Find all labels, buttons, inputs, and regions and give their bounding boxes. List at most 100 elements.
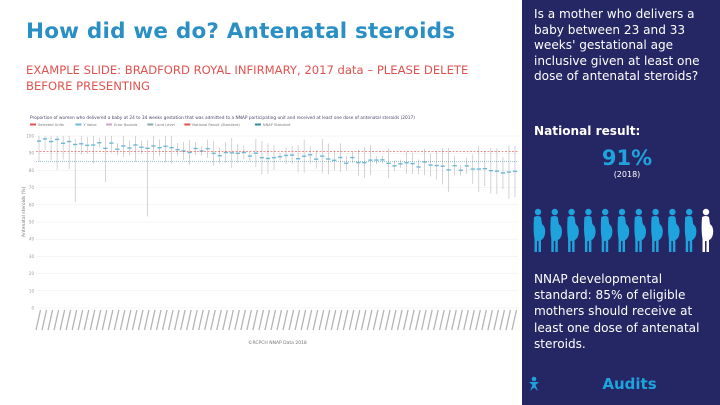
x-tick-label (342, 309, 349, 331)
x-tick-label (439, 309, 445, 331)
x-tick-label (354, 309, 361, 331)
x-tick-label (107, 309, 114, 331)
slide-title: How did we do? Antenatal steroids (26, 19, 456, 44)
x-tick-label (312, 309, 319, 331)
unit-value-mark (488, 169, 493, 172)
x-tick-label (270, 309, 277, 331)
x-tick-label (161, 309, 168, 331)
unit-value-mark (97, 142, 102, 144)
y-tick-label: 20 (29, 271, 35, 276)
x-tick-label (71, 309, 78, 331)
chart-grid (36, 135, 518, 309)
unit-value-mark (440, 165, 445, 167)
x-tick-label (414, 309, 421, 331)
x-tick-label (41, 309, 48, 331)
rcpch-star-icon (529, 376, 539, 391)
y-axis-ticks: 0 10 20 30 40 50 60 70 80 90 100 (26, 134, 34, 311)
unit-value-mark (73, 143, 78, 146)
unit-value-mark (350, 156, 355, 159)
x-tick-label (186, 309, 192, 331)
national-result-year: (2018) (613, 170, 641, 179)
pregnant-woman-icon (634, 208, 646, 252)
y-tick-label: 60 (29, 202, 35, 207)
unit-value-mark (356, 161, 361, 164)
unit-value-mark (199, 150, 204, 152)
x-tick-label (95, 309, 102, 331)
unit-value-mark (332, 159, 337, 162)
pregnant-woman-icon (550, 208, 562, 252)
unit-value-mark (175, 148, 180, 151)
rcpch-audits-logo: RCPCH Audits (528, 374, 657, 394)
unit-value-mark (512, 170, 518, 173)
legend-label: Selected Units (38, 123, 64, 127)
pregnant-woman-icon (617, 208, 630, 252)
x-tick-label (366, 309, 373, 331)
unit-value-mark (458, 169, 463, 171)
unit-value-mark (302, 155, 307, 157)
x-tick-label (378, 309, 385, 331)
unit-value-mark (271, 156, 277, 159)
unit-value-mark (398, 163, 403, 165)
unit-value-mark (295, 158, 301, 160)
standard-question: Is a mother who delivers a baby between … (534, 7, 700, 83)
unit-value-mark (362, 161, 367, 164)
x-tick-label (348, 309, 355, 331)
unit-value-mark (211, 152, 216, 155)
unit-value-mark (187, 151, 192, 154)
x-tick-label (204, 309, 210, 331)
x-tick-label (149, 309, 156, 331)
unit-value-mark (289, 154, 295, 156)
unit-value-mark (392, 165, 397, 167)
x-tick-label (89, 309, 96, 331)
x-tick-label (264, 309, 271, 331)
chart-source-note: ©RCPCH NNAP Data 2018 (248, 339, 307, 346)
unit-value-mark (109, 142, 114, 144)
x-tick-label (402, 309, 409, 331)
x-tick-label (143, 309, 150, 331)
unit-value-mark (229, 152, 234, 154)
x-tick-label (173, 309, 180, 331)
x-tick-label (47, 309, 54, 331)
x-tick-label (192, 309, 198, 331)
unit-value-mark (374, 159, 379, 161)
logo-suffix: Audits (602, 375, 657, 393)
unit-value-mark (103, 147, 108, 150)
x-tick-label (475, 309, 481, 331)
unit-value-mark (338, 156, 343, 159)
unit-value-mark (133, 144, 138, 146)
x-tick-label (53, 309, 60, 331)
unit-value-mark (277, 155, 283, 158)
pregnant-woman-icon (668, 208, 680, 252)
x-tick-label (83, 309, 90, 331)
unit-value-mark (181, 150, 186, 152)
x-tick-label (155, 309, 162, 331)
x-tick-label (167, 309, 174, 331)
x-tick-label (119, 309, 126, 331)
pregnant-women-figures (533, 208, 714, 252)
x-tick-label (487, 309, 494, 331)
x-tick-label (318, 309, 325, 331)
pregnant-woman-icon (567, 208, 579, 252)
unit-value-mark (115, 148, 120, 150)
chart-svg: Proportion of women who delivered a baby… (21, 115, 518, 346)
y-tick-label: 40 (29, 237, 35, 242)
x-tick-label (228, 309, 234, 331)
logo-text: RCPCH Audits (540, 375, 657, 393)
chart-bars (36, 136, 518, 217)
pregnant-woman-icon (701, 208, 714, 252)
unit-value-mark (253, 152, 259, 154)
unit-value-mark (241, 151, 246, 154)
chart-title: Proportion of women who delivered a baby… (30, 115, 415, 121)
x-tick-label (493, 309, 500, 331)
unit-value-mark (434, 164, 439, 167)
y-tick-label: 0 (31, 306, 34, 311)
unit-value-mark (259, 156, 265, 159)
unit-value-mark (217, 154, 222, 157)
legend-label: Land Level (155, 123, 174, 127)
unit-value-mark (54, 138, 60, 141)
x-tick-label (216, 309, 222, 331)
x-tick-label (101, 309, 108, 331)
legend-label: Error Bounds (114, 123, 137, 127)
x-tick-label (234, 309, 240, 331)
unit-value-mark (404, 162, 409, 164)
